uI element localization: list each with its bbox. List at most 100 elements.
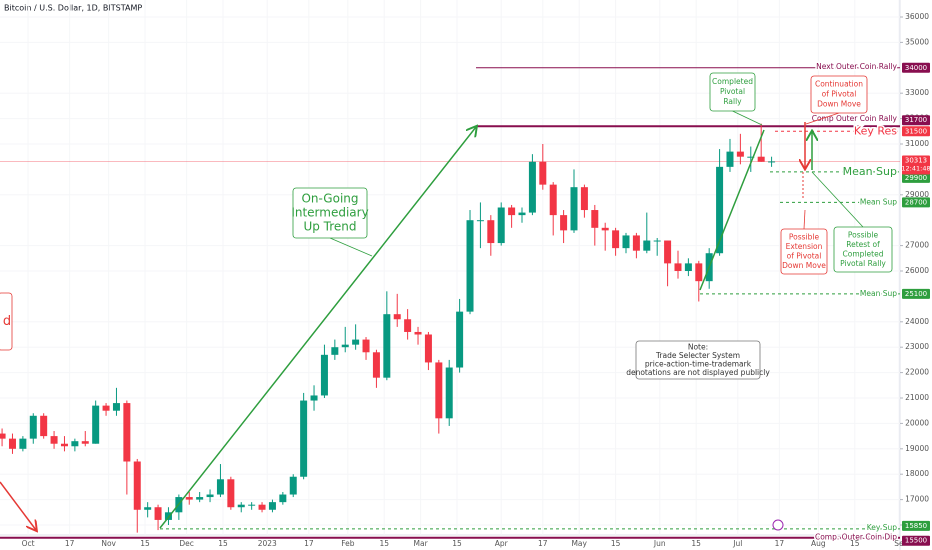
annotation-text: Extension bbox=[786, 242, 823, 251]
candle-body bbox=[736, 151, 744, 157]
candle-body bbox=[393, 314, 401, 320]
x-tick-label: 15 bbox=[452, 539, 462, 548]
candle-body bbox=[684, 263, 692, 271]
candle-body bbox=[591, 210, 599, 228]
annotation-text: Note: bbox=[688, 342, 708, 351]
x-tick-label: Se bbox=[894, 539, 904, 548]
candle-body bbox=[435, 362, 443, 419]
candle-body bbox=[570, 187, 578, 231]
price-tag-label: 31500 bbox=[905, 127, 927, 135]
candle-body bbox=[528, 161, 536, 213]
callout-pointer bbox=[803, 209, 806, 230]
annotation-text: Continuation bbox=[815, 80, 863, 89]
candle-body bbox=[144, 507, 152, 510]
annotation-text: of Pivotal bbox=[822, 90, 857, 99]
y-tick-label: 35000 bbox=[905, 37, 929, 46]
x-tick-label: Jun bbox=[653, 539, 666, 548]
price-tag-label: 25100 bbox=[905, 290, 927, 298]
candle-body bbox=[383, 314, 391, 378]
x-tick-label: 17 bbox=[65, 539, 75, 548]
annotation-text: Completed bbox=[843, 249, 884, 258]
y-tick-label: 36000 bbox=[905, 12, 929, 21]
candle-body bbox=[71, 441, 79, 447]
candle-body bbox=[92, 405, 100, 444]
x-tick-label: May bbox=[571, 539, 587, 548]
event-icon[interactable] bbox=[772, 519, 784, 531]
candle-body bbox=[622, 235, 630, 249]
price-tag bbox=[902, 288, 930, 299]
candle-body bbox=[112, 403, 120, 411]
candle-body bbox=[289, 476, 297, 495]
chart-title: Bitcoin / U.S. Dollar, 1D, BITSTAMP bbox=[4, 4, 142, 13]
x-tick-label: 17 bbox=[304, 539, 314, 548]
candle-body bbox=[279, 494, 287, 503]
candle-body bbox=[123, 403, 131, 462]
candle-body bbox=[362, 339, 370, 353]
candle-body bbox=[102, 405, 110, 411]
x-tick-label: Feb bbox=[341, 539, 355, 548]
annotation-box bbox=[635, 340, 761, 380]
candle-body bbox=[747, 156, 755, 158]
candle-body bbox=[29, 415, 37, 439]
candle-body bbox=[196, 497, 204, 500]
price-tag bbox=[902, 520, 930, 531]
candle-body bbox=[757, 156, 765, 162]
candle-body bbox=[133, 461, 141, 510]
annotation-text: of Pivotal bbox=[787, 251, 822, 260]
candle-body bbox=[331, 347, 339, 355]
annotation-text: On-Going bbox=[301, 192, 358, 206]
x-tick-label: Mar bbox=[414, 539, 429, 548]
candle-body bbox=[404, 319, 412, 332]
candle-body bbox=[372, 352, 380, 378]
pivotal-trend-line bbox=[699, 129, 765, 291]
candle-body bbox=[310, 395, 318, 401]
x-tick-label: 2023 bbox=[258, 539, 277, 548]
candle-body bbox=[716, 166, 724, 254]
candle-body bbox=[300, 400, 308, 477]
y-tick-label: 27000 bbox=[905, 241, 929, 250]
candle-body bbox=[248, 504, 256, 506]
y-tick-label: 22000 bbox=[905, 368, 929, 377]
y-tick-label: 23000 bbox=[905, 342, 929, 351]
callout-pointer bbox=[329, 237, 373, 257]
candle-body bbox=[497, 207, 505, 244]
annotation-box bbox=[780, 228, 828, 275]
candle-body bbox=[768, 161, 776, 163]
level-label: Key Sup bbox=[867, 523, 897, 532]
price-tag bbox=[902, 535, 930, 546]
annotation-text: Rally bbox=[723, 97, 742, 106]
candle-body bbox=[154, 507, 162, 520]
callout-pointer bbox=[811, 171, 864, 228]
x-tick-label: Apr bbox=[495, 539, 509, 548]
level-label: Comp. Outer Coin Dip bbox=[815, 533, 897, 542]
annotation-text: Down Move bbox=[782, 261, 826, 270]
annotation-box bbox=[292, 187, 368, 239]
countdown: 12:41:48 bbox=[901, 164, 930, 172]
annotation-text: Pivotal bbox=[720, 87, 745, 96]
price-tag bbox=[902, 172, 930, 183]
x-tick-label: 15 bbox=[140, 539, 150, 548]
annotation-text: Trade Selecter System bbox=[655, 351, 740, 360]
candle-body bbox=[352, 339, 360, 345]
level-label: Mean Sup bbox=[860, 289, 897, 298]
annotation-text: Intermediary bbox=[291, 206, 368, 220]
candle-body bbox=[643, 240, 651, 251]
y-tick-label: 26000 bbox=[905, 266, 929, 275]
annotation-box bbox=[709, 72, 756, 112]
candle-body bbox=[268, 502, 276, 510]
candle-body bbox=[237, 504, 245, 508]
x-tick-label: Nov bbox=[101, 539, 116, 548]
annotation-text: Possible bbox=[848, 230, 879, 239]
candle-body bbox=[206, 494, 214, 498]
candle-body bbox=[518, 212, 526, 216]
down-arrow bbox=[0, 481, 36, 530]
price-tag bbox=[902, 62, 930, 73]
level-label: Mean Sup bbox=[860, 197, 897, 206]
candle-body bbox=[424, 334, 432, 363]
candle-body bbox=[40, 415, 48, 437]
x-tick-label: 15 bbox=[691, 539, 701, 548]
candle-body bbox=[8, 438, 16, 449]
callout-pointer bbox=[805, 112, 840, 125]
price-tag-label: 15850 bbox=[905, 522, 927, 530]
